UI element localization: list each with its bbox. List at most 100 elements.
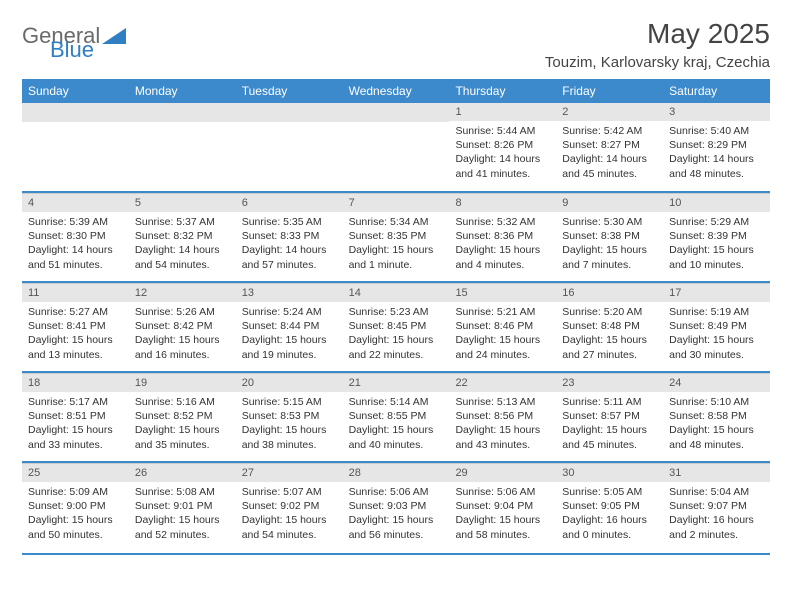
calendar-week: 25Sunrise: 5:09 AMSunset: 9:00 PMDayligh… xyxy=(22,461,770,551)
sunrise-text: Sunrise: 5:19 AM xyxy=(669,305,764,319)
day-number: 16 xyxy=(556,283,663,302)
daylight-line2: and 45 minutes. xyxy=(562,438,657,452)
location-subtitle: Touzim, Karlovarsky kraj, Czechia xyxy=(545,54,770,71)
day-number: 9 xyxy=(556,193,663,212)
calendar-day: 3Sunrise: 5:40 AMSunset: 8:29 PMDaylight… xyxy=(663,103,770,191)
calendar-day: 25Sunrise: 5:09 AMSunset: 9:00 PMDayligh… xyxy=(22,463,129,551)
day-number: 10 xyxy=(663,193,770,212)
day-number: 18 xyxy=(22,373,129,392)
sunrise-text: Sunrise: 5:07 AM xyxy=(242,485,337,499)
sunset-text: Sunset: 8:55 PM xyxy=(349,409,444,423)
calendar-header-row: Sunday Monday Tuesday Wednesday Thursday… xyxy=(22,79,770,103)
sunset-text: Sunset: 9:03 PM xyxy=(349,499,444,513)
sunrise-text: Sunrise: 5:42 AM xyxy=(562,124,657,138)
day-number: 14 xyxy=(343,283,450,302)
calendar-day: 28Sunrise: 5:06 AMSunset: 9:03 PMDayligh… xyxy=(343,463,450,551)
day-number: 12 xyxy=(129,283,236,302)
calendar-day: 6Sunrise: 5:35 AMSunset: 8:33 PMDaylight… xyxy=(236,193,343,281)
day-number: 11 xyxy=(22,283,129,302)
daylight-line2: and 10 minutes. xyxy=(669,258,764,272)
daylight-line2: and 48 minutes. xyxy=(669,438,764,452)
calendar-day xyxy=(236,103,343,191)
day-number: 22 xyxy=(449,373,556,392)
daylight-line2: and 40 minutes. xyxy=(349,438,444,452)
sunrise-text: Sunrise: 5:35 AM xyxy=(242,215,337,229)
calendar-day: 8Sunrise: 5:32 AMSunset: 8:36 PMDaylight… xyxy=(449,193,556,281)
sunrise-text: Sunrise: 5:15 AM xyxy=(242,395,337,409)
calendar-day: 15Sunrise: 5:21 AMSunset: 8:46 PMDayligh… xyxy=(449,283,556,371)
sunset-text: Sunset: 8:56 PM xyxy=(455,409,550,423)
day-body: Sunrise: 5:24 AMSunset: 8:44 PMDaylight:… xyxy=(236,302,343,368)
day-body xyxy=(343,122,450,184)
day-number: 23 xyxy=(556,373,663,392)
daylight-line1: Daylight: 15 hours xyxy=(242,513,337,527)
sunset-text: Sunset: 8:33 PM xyxy=(242,229,337,243)
daylight-line1: Daylight: 15 hours xyxy=(669,243,764,257)
sunset-text: Sunset: 9:05 PM xyxy=(562,499,657,513)
sunset-text: Sunset: 9:07 PM xyxy=(669,499,764,513)
daylight-line2: and 24 minutes. xyxy=(455,348,550,362)
day-body: Sunrise: 5:04 AMSunset: 9:07 PMDaylight:… xyxy=(663,482,770,548)
daylight-line2: and 50 minutes. xyxy=(28,528,123,542)
sunrise-text: Sunrise: 5:23 AM xyxy=(349,305,444,319)
day-number: 8 xyxy=(449,193,556,212)
sunrise-text: Sunrise: 5:27 AM xyxy=(28,305,123,319)
sunset-text: Sunset: 8:49 PM xyxy=(669,319,764,333)
calendar-day: 19Sunrise: 5:16 AMSunset: 8:52 PMDayligh… xyxy=(129,373,236,461)
daylight-line2: and 19 minutes. xyxy=(242,348,337,362)
dow-wednesday: Wednesday xyxy=(343,79,450,103)
daylight-line1: Daylight: 15 hours xyxy=(349,243,444,257)
daylight-line1: Daylight: 16 hours xyxy=(562,513,657,527)
day-number: 4 xyxy=(22,193,129,212)
sunset-text: Sunset: 8:53 PM xyxy=(242,409,337,423)
sunrise-text: Sunrise: 5:26 AM xyxy=(135,305,230,319)
daylight-line1: Daylight: 16 hours xyxy=(669,513,764,527)
calendar-day: 29Sunrise: 5:06 AMSunset: 9:04 PMDayligh… xyxy=(449,463,556,551)
brand-part2: Blue xyxy=(50,40,126,60)
calendar-week: 4Sunrise: 5:39 AMSunset: 8:30 PMDaylight… xyxy=(22,191,770,281)
daylight-line2: and 1 minute. xyxy=(349,258,444,272)
day-number: 5 xyxy=(129,193,236,212)
sunset-text: Sunset: 9:01 PM xyxy=(135,499,230,513)
day-body: Sunrise: 5:44 AMSunset: 8:26 PMDaylight:… xyxy=(449,121,556,187)
daylight-line1: Daylight: 14 hours xyxy=(562,152,657,166)
sunrise-text: Sunrise: 5:17 AM xyxy=(28,395,123,409)
daylight-line1: Daylight: 15 hours xyxy=(455,333,550,347)
calendar-day: 21Sunrise: 5:14 AMSunset: 8:55 PMDayligh… xyxy=(343,373,450,461)
day-body: Sunrise: 5:26 AMSunset: 8:42 PMDaylight:… xyxy=(129,302,236,368)
daylight-line1: Daylight: 15 hours xyxy=(562,243,657,257)
month-title: May 2025 xyxy=(545,18,770,50)
calendar-day: 13Sunrise: 5:24 AMSunset: 8:44 PMDayligh… xyxy=(236,283,343,371)
sunrise-text: Sunrise: 5:06 AM xyxy=(455,485,550,499)
sunrise-text: Sunrise: 5:05 AM xyxy=(562,485,657,499)
daylight-line2: and 56 minutes. xyxy=(349,528,444,542)
daylight-line2: and 48 minutes. xyxy=(669,167,764,181)
daylight-line2: and 57 minutes. xyxy=(242,258,337,272)
daylight-line2: and 38 minutes. xyxy=(242,438,337,452)
day-number: 2 xyxy=(556,103,663,121)
sunrise-text: Sunrise: 5:16 AM xyxy=(135,395,230,409)
sunrise-text: Sunrise: 5:44 AM xyxy=(455,124,550,138)
day-body: Sunrise: 5:29 AMSunset: 8:39 PMDaylight:… xyxy=(663,212,770,278)
dow-monday: Monday xyxy=(129,79,236,103)
daylight-line1: Daylight: 15 hours xyxy=(28,513,123,527)
calendar-day: 17Sunrise: 5:19 AMSunset: 8:49 PMDayligh… xyxy=(663,283,770,371)
calendar-day: 4Sunrise: 5:39 AMSunset: 8:30 PMDaylight… xyxy=(22,193,129,281)
daylight-line1: Daylight: 14 hours xyxy=(135,243,230,257)
daylight-line2: and 4 minutes. xyxy=(455,258,550,272)
calendar-day xyxy=(129,103,236,191)
day-number xyxy=(343,103,450,122)
daylight-line1: Daylight: 15 hours xyxy=(135,333,230,347)
sunset-text: Sunset: 9:00 PM xyxy=(28,499,123,513)
calendar-day: 30Sunrise: 5:05 AMSunset: 9:05 PMDayligh… xyxy=(556,463,663,551)
title-block: May 2025 Touzim, Karlovarsky kraj, Czech… xyxy=(545,18,770,71)
sunset-text: Sunset: 8:52 PM xyxy=(135,409,230,423)
calendar-day: 14Sunrise: 5:23 AMSunset: 8:45 PMDayligh… xyxy=(343,283,450,371)
daylight-line1: Daylight: 15 hours xyxy=(28,333,123,347)
daylight-line1: Daylight: 15 hours xyxy=(242,423,337,437)
day-body: Sunrise: 5:39 AMSunset: 8:30 PMDaylight:… xyxy=(22,212,129,278)
daylight-line1: Daylight: 15 hours xyxy=(562,423,657,437)
sunrise-text: Sunrise: 5:24 AM xyxy=(242,305,337,319)
day-body: Sunrise: 5:42 AMSunset: 8:27 PMDaylight:… xyxy=(556,121,663,187)
calendar-day: 12Sunrise: 5:26 AMSunset: 8:42 PMDayligh… xyxy=(129,283,236,371)
